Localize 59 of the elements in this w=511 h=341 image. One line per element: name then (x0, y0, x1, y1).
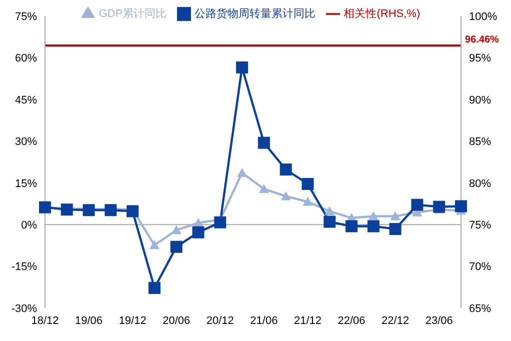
x-tick-label: 19/06 (75, 314, 103, 327)
point (433, 200, 446, 213)
x-tick-label: 23/06 (425, 314, 453, 327)
x-tick-label: 22/06 (338, 314, 366, 327)
y-tick-label: 75% (14, 10, 38, 23)
point (280, 191, 291, 200)
point (346, 220, 358, 232)
point (170, 240, 182, 253)
y2-tick-label: 80% (469, 178, 492, 190)
y-tick-label: -30% (11, 302, 38, 315)
point (149, 240, 160, 250)
data-label: 96.46% (465, 34, 500, 46)
x-tick-label: 20/12 (206, 314, 234, 327)
y-tick-label: 15% (14, 178, 38, 190)
y2-tick-label: 70% (469, 261, 492, 274)
point (389, 223, 402, 236)
point (126, 205, 139, 218)
point (324, 216, 336, 228)
point (368, 211, 378, 220)
point (455, 200, 467, 212)
point (390, 211, 400, 220)
y-tick-label: 45% (14, 94, 38, 106)
legend-label: 相关性(RHS,%) (344, 8, 420, 20)
x-tick-label: 18/12 (31, 314, 59, 327)
point (60, 204, 73, 216)
point (237, 168, 248, 177)
point (280, 164, 292, 176)
y-tick-label: 30% (14, 136, 38, 148)
x-tick-label: 22/12 (382, 314, 410, 327)
point (302, 196, 313, 206)
point (324, 206, 335, 216)
point (258, 136, 270, 149)
y2-tick-label: 65% (469, 302, 492, 315)
y2-tick-label: 85% (469, 136, 492, 148)
y-tick-label: 0% (21, 219, 38, 232)
point (411, 198, 424, 211)
y-tick-label: 60% (14, 52, 38, 65)
x-tick-label: 20/06 (162, 314, 190, 327)
x-tick-label: 19/12 (118, 314, 146, 327)
point (192, 226, 204, 238)
y2-tick-label: 75% (469, 219, 492, 232)
y2-tick-label: 95% (469, 52, 492, 65)
x-tick-label: 21/06 (250, 314, 278, 327)
point (258, 184, 269, 193)
point (82, 204, 95, 216)
point (104, 204, 117, 216)
y2-tick-label: 100% (469, 10, 498, 23)
legend-label: GDP累计同比 (98, 8, 167, 20)
point (302, 178, 314, 190)
y-tick-label: -15% (11, 261, 38, 274)
point (214, 216, 226, 228)
point (236, 61, 248, 74)
y2-tick-label: 90% (469, 94, 492, 106)
legend-label: 公路货物周转量累计同比 (194, 8, 316, 20)
x-tick-label: 21/12 (294, 314, 322, 327)
point (171, 225, 182, 234)
point (148, 282, 160, 294)
point (193, 218, 204, 227)
point (367, 220, 380, 232)
